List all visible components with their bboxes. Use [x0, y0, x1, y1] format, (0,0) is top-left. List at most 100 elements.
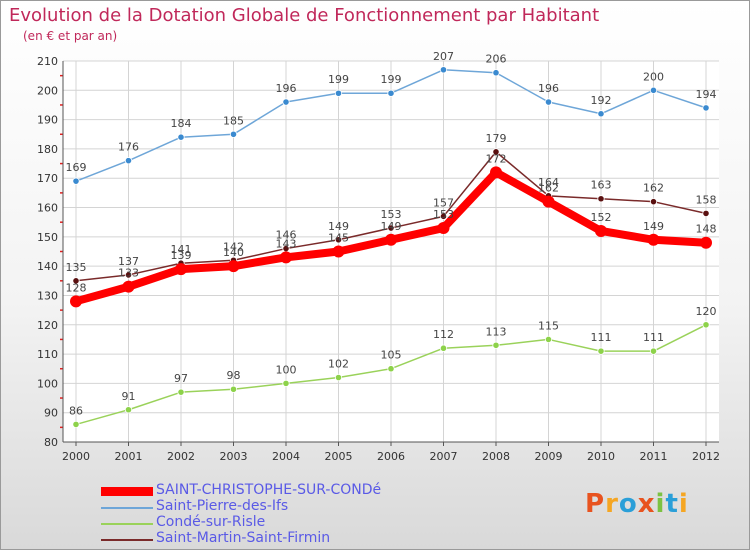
legend-swatch	[101, 539, 153, 541]
data-label: 112	[433, 328, 454, 341]
logo-letter: i	[678, 489, 689, 519]
data-label: 192	[591, 94, 612, 107]
data-label: 185	[223, 114, 244, 127]
data-label: 148	[696, 223, 717, 236]
data-label: 153	[433, 208, 454, 221]
y-tick-label: 90	[44, 407, 58, 420]
chart-subtitle: (en € et par an)	[23, 29, 118, 43]
data-point	[597, 110, 605, 118]
x-tick-label: 2001	[115, 450, 143, 463]
y-tick-label: 140	[37, 260, 58, 273]
data-point	[437, 222, 450, 235]
data-point	[387, 89, 395, 97]
legend-swatch	[101, 507, 153, 509]
logo-letter: P	[585, 489, 606, 519]
data-label: 100	[276, 363, 297, 376]
data-point	[282, 98, 290, 106]
data-label: 141	[171, 243, 192, 256]
data-point	[124, 406, 133, 414]
data-label: 113	[486, 325, 507, 338]
legend-label: SAINT-CHRISTOPHE-SUR-CONDé	[156, 482, 382, 498]
data-label: 149	[328, 220, 349, 233]
data-point	[597, 195, 605, 203]
y-tick-label: 190	[37, 114, 58, 127]
data-label: 86	[69, 404, 83, 417]
x-tick-label: 2002	[167, 450, 195, 463]
data-label: 111	[591, 331, 612, 344]
data-point	[387, 365, 395, 373]
y-tick-label: 180	[37, 143, 58, 156]
data-point	[124, 271, 133, 279]
data-label: 157	[433, 196, 454, 209]
logo-letter: r	[605, 489, 619, 519]
legend-swatch	[101, 487, 153, 496]
data-point	[177, 133, 185, 141]
x-tick-label: 2007	[430, 450, 458, 463]
data-point	[332, 245, 345, 258]
data-point	[700, 236, 712, 249]
data-label: 194	[696, 88, 717, 101]
data-point	[702, 321, 710, 329]
logo-letter: t	[665, 489, 679, 519]
data-label: 111	[643, 331, 664, 344]
y-tick-label: 100	[37, 377, 58, 390]
y-tick-label: 210	[37, 55, 58, 68]
data-label: 196	[276, 82, 297, 95]
y-tick-label: 80	[44, 436, 58, 449]
data-label: 199	[328, 73, 349, 86]
data-label: 149	[381, 220, 402, 233]
data-label: 199	[381, 73, 402, 86]
data-label: 184	[171, 117, 192, 130]
data-point	[229, 130, 238, 138]
x-tick-label: 2006	[377, 450, 405, 463]
x-tick-label: 2012	[692, 450, 720, 463]
data-point	[702, 104, 710, 112]
data-point	[490, 166, 502, 179]
data-label: 158	[696, 193, 717, 206]
data-point	[70, 295, 82, 308]
data-point	[280, 251, 292, 264]
y-tick-label: 150	[37, 231, 58, 244]
x-tick-label: 2005	[325, 450, 353, 463]
data-point	[124, 157, 133, 165]
chart-title: Evolution de la Dotation Globale de Fonc…	[9, 5, 600, 26]
data-label: 140	[223, 246, 244, 259]
x-tick-label: 2008	[482, 450, 510, 463]
data-point	[72, 177, 80, 185]
data-point	[649, 198, 658, 206]
y-tick-label: 110	[37, 348, 58, 361]
data-point	[177, 388, 185, 396]
data-point	[595, 224, 607, 237]
data-point	[229, 385, 238, 393]
data-point	[544, 335, 553, 344]
data-label: 146	[276, 229, 297, 242]
data-label: 143	[276, 237, 297, 250]
data-point	[385, 233, 397, 246]
data-label: 128	[66, 281, 87, 294]
logo-letter: o	[618, 489, 638, 519]
data-label: 139	[171, 249, 192, 262]
data-label: 115	[538, 319, 559, 332]
data-label: 105	[381, 349, 402, 362]
data-point	[597, 347, 605, 355]
data-label: 91	[122, 390, 136, 403]
data-point	[492, 148, 500, 156]
x-tick-label: 2004	[272, 450, 300, 463]
grid	[63, 60, 719, 443]
data-point	[334, 89, 343, 97]
data-label: 206	[486, 53, 507, 66]
legend-label: Saint-Martin-Saint-Firmin	[156, 530, 331, 546]
data-point	[492, 341, 500, 349]
data-point	[439, 212, 448, 220]
data-label: 172	[486, 152, 507, 165]
legend-label: Saint-Pierre-des-Ifs	[156, 498, 289, 514]
data-label: 207	[433, 50, 454, 63]
y-tick-label: 200	[37, 84, 58, 97]
data-label: 162	[538, 182, 559, 195]
data-label: 102	[328, 358, 349, 371]
data-label: 169	[66, 161, 87, 174]
data-point	[122, 280, 135, 293]
